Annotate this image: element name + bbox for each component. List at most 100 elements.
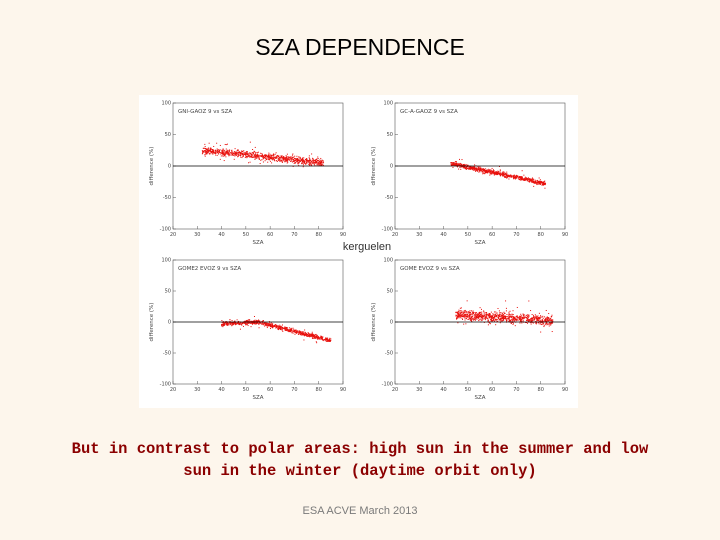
data-point bbox=[538, 312, 540, 314]
data-point bbox=[530, 323, 532, 325]
data-point bbox=[493, 174, 495, 176]
data-point bbox=[510, 176, 512, 178]
data-point bbox=[249, 141, 251, 143]
data-point bbox=[247, 155, 249, 157]
data-point bbox=[281, 155, 283, 157]
data-point bbox=[509, 314, 511, 316]
data-point bbox=[484, 173, 486, 175]
data-point bbox=[511, 315, 513, 317]
data-point bbox=[534, 314, 536, 316]
data-point bbox=[238, 154, 240, 156]
data-point bbox=[223, 152, 225, 154]
data-point bbox=[257, 151, 259, 153]
data-point bbox=[307, 335, 309, 337]
data-point bbox=[316, 159, 318, 160]
data-point bbox=[276, 324, 278, 326]
data-point bbox=[221, 151, 223, 153]
data-point bbox=[290, 327, 292, 329]
data-point bbox=[524, 176, 526, 178]
data-point bbox=[255, 157, 257, 159]
data-point bbox=[285, 328, 287, 330]
data-point bbox=[461, 315, 463, 317]
data-point bbox=[475, 312, 477, 314]
data-point bbox=[491, 316, 493, 318]
data-point bbox=[248, 153, 250, 155]
data-point bbox=[301, 331, 303, 333]
data-point bbox=[231, 323, 233, 325]
data-point bbox=[261, 322, 263, 324]
data-point bbox=[454, 164, 456, 166]
data-point bbox=[272, 327, 274, 329]
data-point bbox=[265, 323, 267, 325]
data-point bbox=[295, 330, 297, 332]
data-point bbox=[481, 171, 483, 173]
data-point bbox=[459, 313, 461, 315]
data-point bbox=[536, 320, 538, 322]
data-point bbox=[276, 161, 278, 163]
data-point bbox=[459, 314, 461, 316]
data-point bbox=[247, 320, 249, 322]
data-point bbox=[513, 318, 515, 320]
data-point bbox=[254, 155, 256, 157]
data-point bbox=[328, 340, 330, 342]
x-tick-label: 40 bbox=[218, 387, 224, 393]
data-point bbox=[507, 315, 509, 317]
data-point bbox=[492, 317, 494, 318]
data-point bbox=[494, 172, 496, 174]
data-point bbox=[466, 166, 468, 168]
data-point bbox=[552, 319, 554, 321]
data-point bbox=[279, 160, 281, 162]
data-point bbox=[467, 315, 469, 317]
data-point bbox=[508, 317, 510, 319]
data-point bbox=[262, 320, 264, 322]
data-point bbox=[497, 314, 499, 316]
data-point bbox=[292, 159, 294, 161]
data-point bbox=[541, 184, 543, 186]
data-point bbox=[223, 155, 225, 157]
data-point bbox=[502, 316, 504, 318]
data-point bbox=[476, 317, 478, 319]
data-point bbox=[458, 309, 460, 311]
data-point bbox=[311, 153, 313, 155]
data-point bbox=[258, 158, 260, 160]
data-point bbox=[527, 319, 529, 321]
data-point bbox=[488, 171, 490, 173]
data-point bbox=[551, 331, 553, 333]
data-point bbox=[250, 154, 252, 156]
data-point bbox=[248, 154, 250, 156]
data-point bbox=[476, 315, 478, 317]
data-point bbox=[243, 152, 245, 154]
data-point bbox=[464, 163, 466, 165]
data-point bbox=[255, 323, 257, 325]
data-point bbox=[472, 312, 474, 314]
x-tick-label: 90 bbox=[340, 387, 346, 393]
data-point bbox=[204, 147, 206, 149]
data-point bbox=[296, 332, 298, 334]
data-point bbox=[546, 322, 548, 324]
y-axis-label: difference (%) bbox=[149, 303, 155, 342]
data-point bbox=[237, 322, 239, 324]
data-point bbox=[499, 174, 501, 176]
data-point bbox=[460, 163, 462, 165]
data-point bbox=[458, 313, 460, 315]
data-point bbox=[237, 149, 239, 151]
data-point bbox=[291, 158, 293, 160]
data-point bbox=[308, 333, 310, 335]
slide-title: SZA DEPENDENCE bbox=[255, 34, 465, 60]
data-point bbox=[242, 155, 244, 157]
data-point bbox=[275, 324, 277, 326]
data-point bbox=[520, 319, 522, 321]
data-point bbox=[314, 159, 316, 161]
data-point bbox=[489, 313, 491, 315]
data-point bbox=[551, 314, 553, 316]
data-point bbox=[266, 323, 268, 325]
data-point bbox=[457, 162, 459, 164]
x-tick-label: 50 bbox=[243, 232, 249, 238]
data-point bbox=[293, 329, 295, 331]
data-point bbox=[483, 170, 485, 172]
data-point bbox=[548, 323, 550, 325]
data-point bbox=[482, 168, 484, 170]
data-point bbox=[265, 322, 267, 324]
data-point bbox=[295, 158, 297, 160]
data-point bbox=[534, 179, 536, 181]
